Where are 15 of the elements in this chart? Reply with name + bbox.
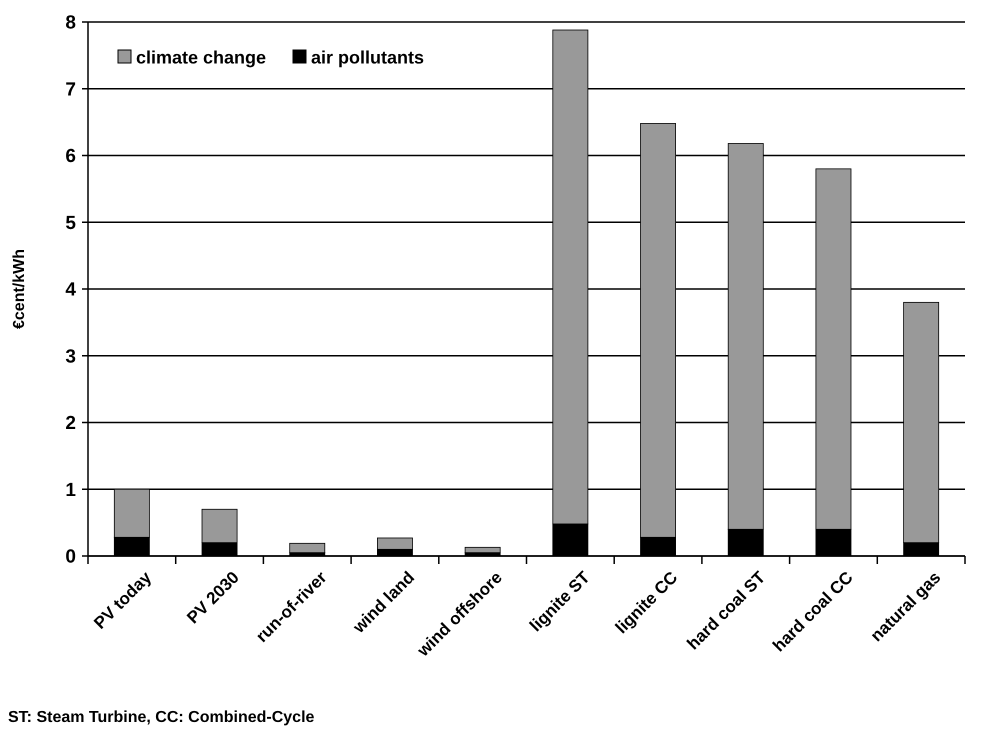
y-tick-label: 3: [65, 346, 76, 368]
y-tick-label: 6: [65, 146, 76, 168]
text: ST: Steam Turbine, CC: Combined-Cycle: [8, 709, 315, 726]
y-tick-label: 0: [65, 546, 76, 568]
y-tick-label: 2: [65, 413, 76, 434]
legend-label: climate change: [136, 47, 266, 68]
y-tick-label: 4: [65, 280, 76, 301]
y-tick-label: 5: [65, 212, 76, 234]
bar: [464, 546, 501, 554]
y-tick-label: 7: [65, 79, 76, 100]
bar: [289, 542, 326, 554]
y-tick-label: 1: [65, 480, 76, 501]
y-tick-label: 8: [65, 12, 76, 34]
y-axis-title: €cent/kWh: [11, 248, 28, 330]
legend-label: air pollutants: [311, 47, 424, 68]
